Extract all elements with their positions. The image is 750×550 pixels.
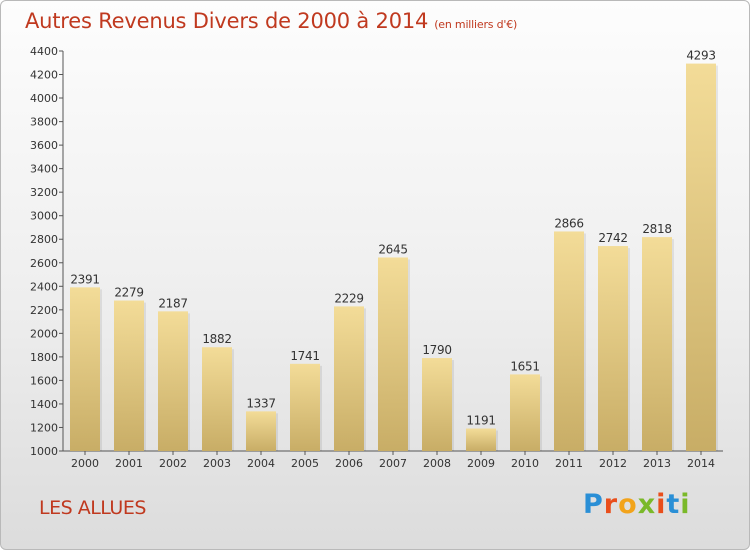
x-tick-label: 2014 xyxy=(687,457,715,470)
y-tick-label: 3200 xyxy=(30,186,58,199)
bar xyxy=(246,411,276,451)
y-tick-label: 1200 xyxy=(30,421,58,434)
y-tick-label: 4400 xyxy=(30,45,58,58)
y-tick-label: 3400 xyxy=(30,163,58,176)
x-tick-label: 2000 xyxy=(71,457,99,470)
y-tick-label: 1000 xyxy=(30,445,58,458)
bar-value-label: 1741 xyxy=(290,349,319,363)
y-tick-label: 4200 xyxy=(30,69,58,82)
x-tick-label: 2002 xyxy=(159,457,187,470)
commune-name: LES ALLUES xyxy=(39,497,146,519)
proxiti-logo[interactable]: Proxiti xyxy=(583,489,691,520)
x-tick-label: 2010 xyxy=(511,457,539,470)
bar-value-label: 2818 xyxy=(642,222,671,236)
title-text: Autres Revenus Divers de 2000 à 2014 xyxy=(25,9,429,33)
y-tick-label: 1600 xyxy=(30,374,58,387)
bar xyxy=(378,257,408,451)
y-tick-label: 3600 xyxy=(30,139,58,152)
chart-title: Autres Revenus Divers de 2000 à 2014 (en … xyxy=(25,9,517,33)
bar-value-label: 4293 xyxy=(686,49,715,63)
bar-value-label: 2391 xyxy=(70,272,99,286)
y-tick-label: 1800 xyxy=(30,351,58,364)
bar xyxy=(554,231,584,451)
x-tick-label: 2005 xyxy=(291,457,319,470)
x-tick-label: 2006 xyxy=(335,457,363,470)
bar xyxy=(422,358,452,451)
logo-letter: i xyxy=(680,489,691,520)
bar-value-label: 1191 xyxy=(466,414,495,428)
y-tick-label: 1400 xyxy=(30,398,58,411)
y-tick-label: 2000 xyxy=(30,327,58,340)
bar-value-label: 2866 xyxy=(554,216,583,230)
logo-letter: r xyxy=(603,489,619,520)
logo-letter: x xyxy=(637,489,657,520)
y-tick-label: 2600 xyxy=(30,257,58,270)
bar xyxy=(202,347,232,451)
logo-letter: o xyxy=(618,489,638,520)
y-tick-label: 3000 xyxy=(30,210,58,223)
x-tick-label: 2012 xyxy=(599,457,627,470)
logo-letter: P xyxy=(583,489,604,520)
bar xyxy=(290,363,320,451)
bar-value-label: 1790 xyxy=(422,343,451,357)
bar xyxy=(598,246,628,451)
bar xyxy=(510,374,540,451)
logo-letter: i xyxy=(656,489,667,520)
bar-value-label: 2187 xyxy=(158,296,187,310)
axes: 1000 1200 1400 1600 1800 2000 2200 2400 2600 2800… xyxy=(30,45,723,470)
bar-value-label: 2645 xyxy=(378,242,407,256)
bar-value-label: 1337 xyxy=(246,396,275,410)
bar xyxy=(334,306,364,451)
bar xyxy=(114,300,144,451)
y-tick-label: 3800 xyxy=(30,116,58,129)
bar-value-label: 2229 xyxy=(334,291,363,305)
x-tick-label: 2009 xyxy=(467,457,495,470)
bars xyxy=(70,63,718,452)
title-unit: (en milliers d'€) xyxy=(434,18,518,31)
x-tick-label: 2004 xyxy=(247,457,275,470)
bar xyxy=(466,428,496,451)
data-labels: 2391 2279 2187 1882 1337 1741 2229 2645 1790 1191… xyxy=(70,49,716,428)
logo-letter: t xyxy=(666,489,681,520)
x-tick-label: 2007 xyxy=(379,457,407,470)
bar xyxy=(642,237,672,451)
y-tick-label: 2200 xyxy=(30,304,58,317)
x-tick-label: 2003 xyxy=(203,457,231,470)
bar-value-label: 2742 xyxy=(598,231,627,245)
x-tick-label: 2013 xyxy=(643,457,671,470)
bar xyxy=(158,311,188,451)
bar xyxy=(70,287,100,451)
bar xyxy=(686,63,716,452)
x-tick-label: 2001 xyxy=(115,457,143,470)
x-tick-label: 2011 xyxy=(555,457,583,470)
x-tick-label: 2008 xyxy=(423,457,451,470)
bar-value-label: 2279 xyxy=(114,286,143,300)
y-tick-label: 2800 xyxy=(30,233,58,246)
bar-value-label: 1882 xyxy=(202,332,231,346)
y-tick-label: 2400 xyxy=(30,280,58,293)
bar-value-label: 1651 xyxy=(510,359,539,373)
y-tick-label: 4000 xyxy=(30,92,58,105)
